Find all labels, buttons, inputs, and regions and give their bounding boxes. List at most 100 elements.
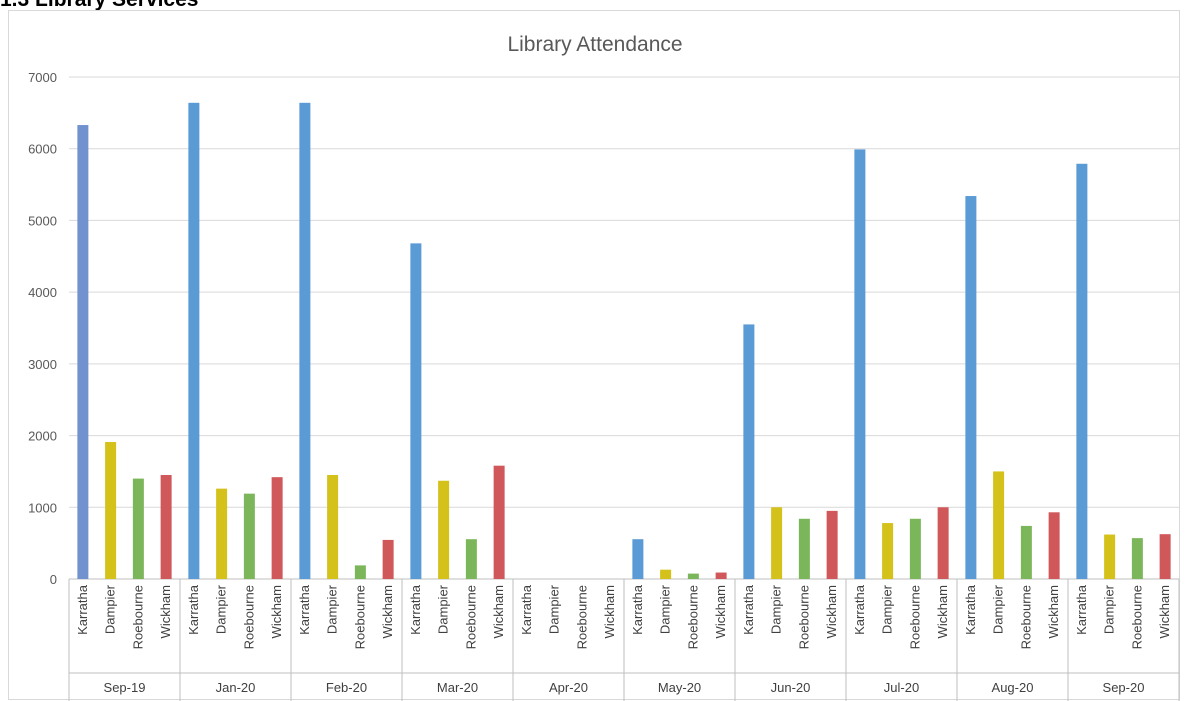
- x-subcategory-label: Dampier: [658, 584, 673, 634]
- bar-Sep-19-Roebourne: [132, 478, 144, 579]
- x-group-label: Apr-20: [549, 680, 588, 695]
- bar-May-20-Karratha: [632, 539, 644, 579]
- library-attendance-chart: Library Attendance 0 1000 2000 3000 4000 5000…: [28, 33, 1180, 701]
- bar-Jul-20-Roebourne: [909, 518, 921, 579]
- bar-Aug-20-Wickham: [1048, 512, 1060, 579]
- bar-Sep-20-Wickham: [1159, 534, 1171, 579]
- gridlines: [69, 76, 1179, 580]
- x-subcategory-label: Roebourne: [1018, 585, 1033, 649]
- bar-Sep-19-Karratha: [77, 125, 89, 579]
- bar-Feb-20-Karratha: [299, 102, 311, 580]
- y-tick-label: 1000: [28, 500, 57, 515]
- bar-Jan-20-Roebourne: [243, 493, 255, 579]
- x-subcategory-label: Roebourne: [685, 585, 700, 649]
- y-tick-label: 2000: [28, 429, 57, 444]
- x-subcategory-label: Dampier: [991, 584, 1006, 634]
- bar-Aug-20-Dampier: [993, 471, 1005, 579]
- x-subcategory-label: Karratha: [297, 584, 312, 635]
- bar-Sep-20-Karratha: [1076, 163, 1088, 579]
- x-subcategory-label: Karratha: [852, 584, 867, 635]
- x-group-label: Sep-20: [1103, 680, 1145, 695]
- y-tick-label: 4000: [28, 285, 57, 300]
- bar-Mar-20-Roebourne: [465, 539, 477, 579]
- x-subcategory-label: Wickham: [602, 585, 617, 638]
- bar-Jul-20-Dampier: [882, 523, 894, 579]
- x-subcategory-label: Karratha: [741, 584, 756, 635]
- x-subcategory-label: Karratha: [630, 584, 645, 635]
- bar-Feb-20-Roebourne: [354, 565, 366, 579]
- x-subcategory-label: Karratha: [963, 584, 978, 635]
- bar-Jul-20-Wickham: [937, 507, 949, 579]
- x-subcategory-label: Dampier: [547, 584, 562, 634]
- x-subcategory-label: Dampier: [103, 584, 118, 634]
- x-subcategory-label: Roebourne: [907, 585, 922, 649]
- x-subcategory-label: Wickham: [158, 585, 173, 638]
- x-subcategory-label: Dampier: [214, 584, 229, 634]
- x-subcategory-label: Roebourne: [463, 585, 478, 649]
- bar-Aug-20-Karratha: [965, 196, 977, 579]
- x-axis: Karratha Dampier Roebourne Wickham Sep-19 Kar…: [68, 579, 1180, 701]
- x-group-label: Mar-20: [437, 680, 478, 695]
- x-subcategory-label: Karratha: [408, 584, 423, 635]
- chart-title: Library Attendance: [507, 33, 682, 56]
- x-group-label: Jun-20: [771, 680, 811, 695]
- x-subcategory-label: Wickham: [1157, 585, 1172, 638]
- x-subcategory-label: Dampier: [880, 584, 895, 634]
- y-axis-ticks: 0 1000 2000 3000 4000 5000 6000 7000: [28, 70, 57, 587]
- x-subcategory-label: Wickham: [380, 585, 395, 638]
- x-subcategory-label: Roebourne: [241, 585, 256, 649]
- x-subcategory-label: Wickham: [269, 585, 284, 638]
- bar-Sep-20-Dampier: [1104, 534, 1116, 579]
- x-subcategory-label: Wickham: [824, 585, 839, 638]
- x-subcategory-label: Wickham: [935, 585, 950, 638]
- x-subcategory-label: Roebourne: [130, 585, 145, 649]
- x-group-label: Sep-19: [104, 680, 146, 695]
- y-tick-label: 7000: [28, 70, 57, 85]
- x-subcategory-label: Dampier: [436, 584, 451, 634]
- x-subcategory-label: Roebourne: [574, 585, 589, 649]
- bars: [77, 102, 1171, 580]
- bar-Sep-20-Roebourne: [1131, 538, 1143, 579]
- x-subcategory-label: Roebourne: [1129, 585, 1144, 649]
- y-tick-label: 0: [50, 572, 57, 587]
- y-tick-label: 3000: [28, 357, 57, 372]
- x-subcategory-label: Wickham: [491, 585, 506, 638]
- bar-Jun-20-Wickham: [826, 510, 838, 579]
- x-subcategory-label: Wickham: [1046, 585, 1061, 638]
- y-tick-label: 5000: [28, 213, 57, 228]
- chart-frame: Library Attendance 0 1000 2000 3000 4000 5000…: [8, 10, 1180, 701]
- x-group-label: Jul-20: [884, 680, 919, 695]
- x-group-label: Jan-20: [216, 680, 256, 695]
- x-subcategory-label: Karratha: [186, 584, 201, 635]
- bar-May-20-Roebourne: [687, 573, 699, 579]
- bar-Sep-19-Wickham: [160, 475, 172, 579]
- bar-Mar-20-Karratha: [410, 243, 422, 579]
- bar-Jan-20-Karratha: [188, 102, 200, 580]
- x-group-label: Feb-20: [326, 680, 367, 695]
- x-subcategory-label: Karratha: [1074, 584, 1089, 635]
- bar-Jul-20-Karratha: [854, 149, 866, 579]
- x-subcategory-label: Roebourne: [352, 585, 367, 649]
- x-subcategory-label: Dampier: [1102, 584, 1117, 634]
- bar-Jan-20-Wickham: [271, 477, 283, 579]
- bar-Mar-20-Dampier: [438, 480, 450, 579]
- bar-May-20-Dampier: [660, 569, 672, 579]
- x-subcategory-label: Wickham: [713, 585, 728, 638]
- x-subcategory-label: Karratha: [75, 584, 90, 635]
- bar-Jun-20-Roebourne: [798, 518, 810, 579]
- bar-Sep-19-Dampier: [105, 442, 117, 579]
- section-heading: 1.3 Library Services: [0, 0, 198, 12]
- bar-Feb-20-Wickham: [382, 539, 394, 579]
- x-subcategory-label: Roebourne: [796, 585, 811, 649]
- bar-Mar-20-Wickham: [493, 465, 505, 579]
- bar-Aug-20-Roebourne: [1020, 525, 1032, 579]
- x-subcategory-label: Karratha: [519, 584, 534, 635]
- bar-Jun-20-Karratha: [743, 324, 755, 579]
- y-tick-label: 6000: [28, 142, 57, 157]
- bar-Feb-20-Dampier: [327, 475, 339, 579]
- bar-Jan-20-Dampier: [216, 488, 228, 579]
- bar-May-20-Wickham: [715, 572, 727, 579]
- bar-Jun-20-Dampier: [771, 507, 783, 579]
- x-subcategory-label: Dampier: [325, 584, 340, 634]
- x-group-label: May-20: [658, 680, 701, 695]
